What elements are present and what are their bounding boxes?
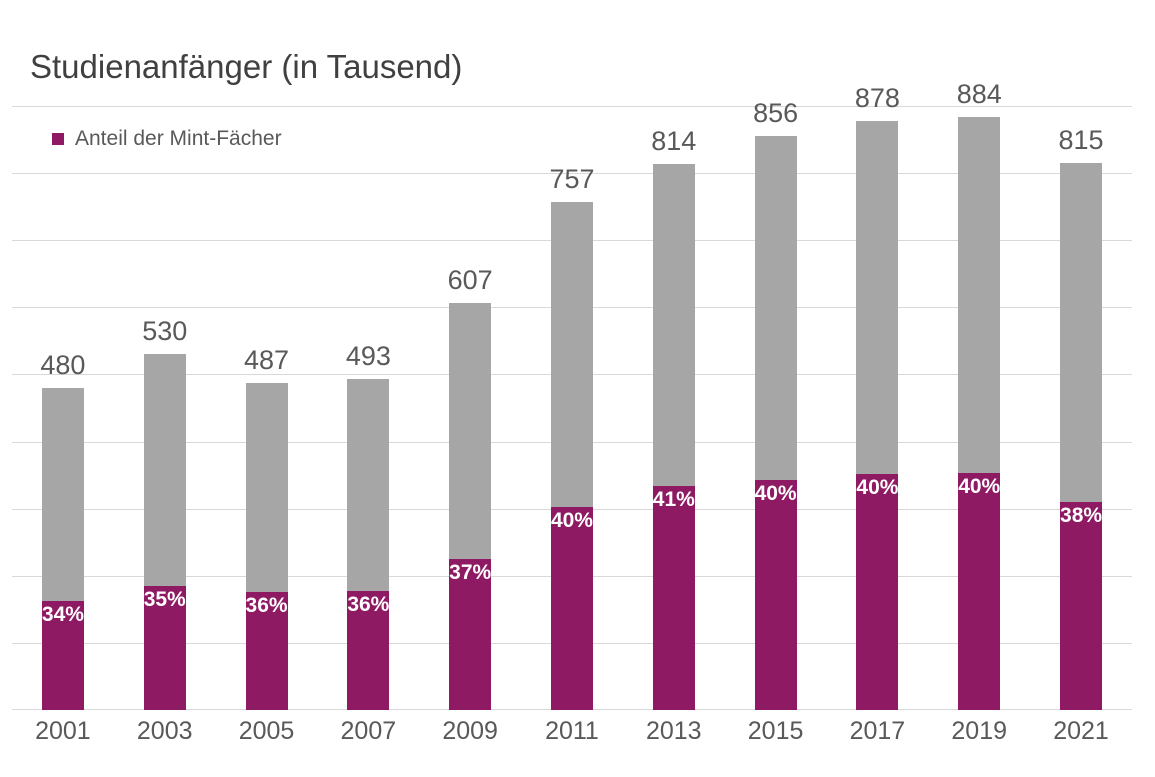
legend-label: Anteil der Mint-Fächer [75, 127, 282, 150]
bar-total-label: 757 [549, 164, 595, 194]
bar-group: 40% 757 [521, 106, 623, 710]
bar-percent-label: 41% [652, 488, 695, 511]
bar-total-label: 607 [447, 264, 493, 295]
legend-swatch-icon [52, 133, 64, 145]
bar-segment-mint: 40% [856, 474, 898, 710]
bar-group: 37% 607 [419, 106, 521, 710]
bar-total-label: 815 [1058, 125, 1104, 155]
bar-stack: 37% [449, 302, 491, 710]
bar-group: 41% 814 [623, 106, 725, 710]
bar-percent-label: 40% [958, 474, 1001, 498]
bar-stack: 34% [41, 387, 84, 710]
x-axis: 2001 2003 2005 2007 2009 2011 2013 2015 2017 2019… [12, 717, 1132, 746]
bar-percent-label: 37% [449, 561, 492, 585]
bar-segment-mint: 34% [41, 600, 84, 710]
bar-stack: 40% [958, 116, 1001, 710]
x-axis-label: 2007 [340, 717, 397, 745]
x-axis-label: 2015 [747, 717, 804, 745]
bar-total-label: 530 [142, 316, 188, 347]
bar-stack: 36% [347, 379, 389, 710]
chart-title: Studienanfänger (in Tausend) [30, 48, 463, 85]
bar-group: 36% 493 [317, 106, 419, 710]
bar-percent-label: 40% [754, 482, 797, 506]
bar-segment-mint: 37% [449, 559, 491, 710]
bar-segment-mint: 38% [1060, 502, 1102, 710]
bar-stack: 35% [144, 354, 186, 710]
bar-percent-label: 40% [550, 508, 593, 532]
bar-total-label: 480 [40, 349, 86, 380]
bar-group: 34% 480 [12, 106, 114, 710]
bar-total-label: 487 [244, 345, 290, 376]
x-axis-label: 2005 [238, 717, 295, 745]
bar-group: 40% 884 [928, 79, 1030, 710]
bar-stack: 36% [246, 383, 288, 710]
bar-total-label: 856 [753, 97, 799, 128]
bar-group: 35% 530 [114, 106, 216, 710]
x-axis-label: 2009 [442, 717, 498, 745]
gridline [12, 173, 1132, 174]
bar-percent-label: 36% [245, 594, 288, 618]
bar-total-label: 814 [651, 125, 697, 156]
bar-group: 36% 487 [216, 106, 318, 710]
gridline [12, 106, 1132, 107]
bar-stack: 40% [755, 135, 797, 710]
legend: Anteil der Mint-Fächer [52, 126, 282, 152]
bar-segment-mint: 36% [347, 590, 390, 710]
bar-percent-label: 35% [143, 587, 186, 611]
bar-stack: 41% [653, 163, 695, 710]
bars-container: 34% 480 35% 530 36% 487 36% 493 37% 607 40% 757 41% 8… [12, 79, 1132, 710]
bar-group: 38% 815 [1030, 106, 1132, 710]
bar-group: 40% 878 [827, 83, 929, 710]
bar-stack: 38% [1060, 163, 1102, 710]
x-axis-label: 2013 [645, 717, 702, 745]
bar-segment-mint: 40% [550, 506, 593, 710]
x-axis-label: 2017 [849, 717, 906, 745]
bar-percent-label: 34% [41, 602, 84, 626]
bar-segment-mint: 40% [755, 480, 797, 710]
bar-percent-label: 38% [1060, 504, 1103, 528]
bar-percent-label: 36% [347, 592, 390, 616]
bar-stack: 40% [551, 202, 593, 710]
bar-total-label: 884 [956, 78, 1002, 109]
bar-segment-mint: 41% [653, 486, 695, 710]
x-axis-label: 2011 [545, 717, 599, 745]
x-axis-label: 2003 [136, 717, 193, 745]
bar-percent-label: 40% [856, 476, 899, 500]
bar-stack: 40% [856, 120, 898, 710]
bar-total-label: 878 [854, 82, 900, 113]
bar-segment-mint: 36% [246, 592, 288, 710]
bar-segment-mint: 35% [143, 585, 186, 710]
x-axis-label: 2021 [1053, 717, 1109, 745]
bar-total-label: 493 [345, 341, 391, 372]
x-axis-label: 2001 [35, 717, 91, 745]
plot-area: 34% 480 35% 530 36% 487 36% 493 37% 607 40% 757 41% 8… [12, 79, 1132, 710]
x-axis-label: 2019 [951, 717, 1008, 745]
bar-group: 40% 856 [725, 98, 827, 710]
bar-segment-mint: 40% [958, 472, 1001, 710]
